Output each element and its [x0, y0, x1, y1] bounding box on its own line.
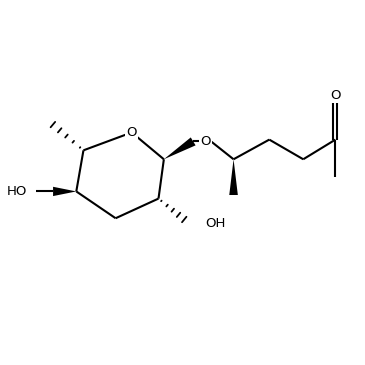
Text: OH: OH	[206, 217, 226, 230]
Text: O: O	[200, 135, 211, 148]
Text: O: O	[126, 126, 137, 139]
Polygon shape	[229, 159, 238, 195]
Polygon shape	[53, 187, 76, 196]
Text: O: O	[330, 89, 341, 102]
Polygon shape	[164, 138, 196, 159]
Text: HO: HO	[7, 185, 27, 198]
